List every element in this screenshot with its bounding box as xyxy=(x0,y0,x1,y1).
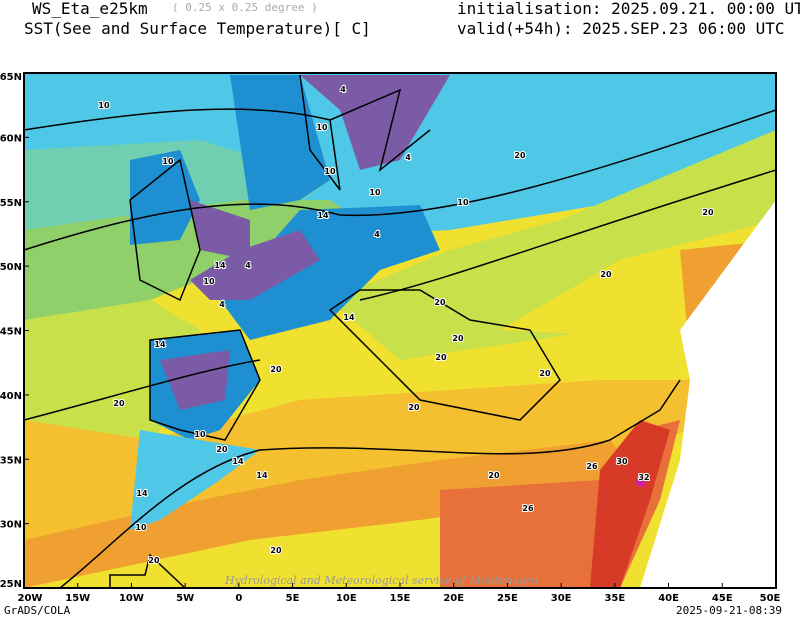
contour-label: 4 xyxy=(219,300,225,309)
latitude-label: 45N xyxy=(0,327,22,338)
contour-label: 20 xyxy=(434,298,446,307)
longitude-label: 15W xyxy=(65,593,90,604)
contour-label: 10 xyxy=(194,430,206,439)
contour-label: 14 xyxy=(154,340,166,349)
contour-label: 10 xyxy=(369,188,381,197)
longitude-axis: 20W 15W 10W 5W 0 5E 10E 15E 20E 25E 30E 35E 40E 45E 50… xyxy=(18,583,781,604)
longitude-label: 5E xyxy=(286,593,300,604)
contour-label: 20 xyxy=(514,151,526,160)
contour-label: 4 xyxy=(245,261,251,270)
contour-label: 10 xyxy=(316,123,328,132)
contour-label: 20 xyxy=(148,556,160,565)
longitude-label: 15E xyxy=(390,593,411,604)
latitude-label: 55N xyxy=(0,198,22,209)
longitude-label: 10W xyxy=(119,593,144,604)
sst-field xyxy=(24,73,776,588)
contour-label: 20 xyxy=(216,445,228,454)
contour-label: 14 xyxy=(136,489,148,498)
contour-label: 20 xyxy=(488,471,500,480)
valid-time: valid(+54h): 2025.SEP.23 06:00 UTC xyxy=(457,19,785,38)
latitude-label: 30N xyxy=(0,520,22,531)
longitude-label: 5W xyxy=(176,593,194,604)
longitude-label: 20W xyxy=(18,593,43,604)
longitude-label: 25E xyxy=(497,593,518,604)
contour-label: 10 xyxy=(203,277,215,286)
contour-label: 14 xyxy=(232,457,244,466)
contour-label: 30 xyxy=(616,457,628,466)
contour-label: 10 xyxy=(457,198,469,207)
contour-label: 26 xyxy=(586,462,598,471)
contour-label: 20 xyxy=(270,546,282,555)
latitude-label: 60N xyxy=(0,133,22,144)
contour-label: 20 xyxy=(408,403,420,412)
longitude-label: 40E xyxy=(658,593,679,604)
latitude-label: 65N xyxy=(0,72,22,83)
contour-label: 14 xyxy=(343,313,355,322)
contour-label: 26 xyxy=(522,504,534,513)
model-title: WS_Eta_e25km xyxy=(32,0,148,18)
resolution-label: ( 0.25 x 0.25 degree ) xyxy=(172,1,318,14)
watermark: Hydrological and Meteorological service … xyxy=(224,574,538,587)
contour-label: 20 xyxy=(113,399,125,408)
latitude-label: 50N xyxy=(0,262,22,273)
contour-label: 20 xyxy=(270,365,282,374)
longitude-label: 30E xyxy=(551,593,572,604)
latitude-label: 25N xyxy=(0,579,22,590)
latitude-label: 35N xyxy=(0,455,22,466)
contour-label: 4 xyxy=(405,153,411,162)
contour-label: 10 xyxy=(324,167,336,176)
contour-label: 14 xyxy=(214,261,226,270)
contour-label: 4 xyxy=(340,85,346,94)
contour-label: 32 xyxy=(638,473,649,482)
latitude-axis: 65N 60N 55N 50N 45N 40N 35N 30N 25N xyxy=(0,72,29,590)
contour-label: 14 xyxy=(317,211,329,220)
longitude-label: 50E xyxy=(760,593,781,604)
contour-label: 20 xyxy=(702,208,714,217)
longitude-label: 0 xyxy=(235,593,242,604)
contour-labels: 10 4 10 10 10 14 4 10 10 4 14 4 10 4 20 20 20 20 20 14 20 20 2… xyxy=(97,84,715,566)
longitude-label: 45E xyxy=(712,593,733,604)
credit-label: GrADS/COLA xyxy=(4,604,71,617)
longitude-label: 35E xyxy=(604,593,625,604)
contour-label: 10 xyxy=(162,157,174,166)
contour-label: 4 xyxy=(374,230,380,239)
longitude-label: 10E xyxy=(336,593,357,604)
render-timestamp: 2025-09-21-08:39 xyxy=(676,604,782,617)
contour-label: 20 xyxy=(452,334,464,343)
latitude-label: 40N xyxy=(0,391,22,402)
variable-title: SST(See and Surface Temperature)[ C] xyxy=(24,19,371,38)
contour-label: 14 xyxy=(256,471,268,480)
longitude-label: 20E xyxy=(443,593,464,604)
contour-label: 20 xyxy=(435,353,447,362)
contour-label: 10 xyxy=(98,101,110,110)
contour-label: 20 xyxy=(600,270,612,279)
initialisation-time: initialisation: 2025.09.21. 00:00 UTC xyxy=(457,0,800,18)
contour-label: 10 xyxy=(135,523,147,532)
contour-label: 20 xyxy=(539,369,551,378)
